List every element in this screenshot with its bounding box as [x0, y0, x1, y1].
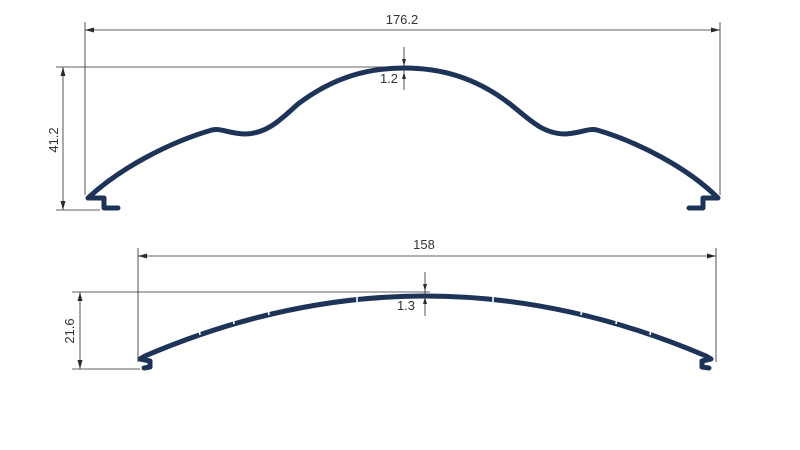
lower-height-arrow-top — [77, 292, 83, 301]
upper-width-arrow-left — [85, 27, 94, 33]
lower-profile-group: 158 21.6 1.3 — [62, 237, 717, 371]
upper-width-label: 176.2 — [386, 12, 419, 27]
lower-width-arrow-left — [138, 253, 147, 259]
upper-profile-shape — [85, 65, 721, 211]
upper-profile-group: 176.2 41.2 1.2 — [46, 12, 721, 211]
notch — [198, 328, 201, 336]
lower-profile-shape — [137, 293, 714, 371]
upper-height-label: 41.2 — [46, 127, 61, 152]
upper-width-arrow-right — [711, 27, 720, 33]
upper-thickness-arrow-bottom — [402, 72, 406, 79]
upper-thickness-arrow-top — [402, 59, 406, 66]
notch — [232, 317, 235, 325]
upper-height-arrow-top — [60, 67, 66, 76]
lower-width-label: 158 — [413, 237, 435, 252]
lower-height-label: 21.6 — [62, 318, 77, 343]
lower-width-arrow-right — [707, 253, 716, 259]
lower-height-arrow-bottom — [77, 360, 83, 369]
lower-profile-notches — [198, 296, 652, 336]
notch — [267, 308, 270, 316]
upper-thickness-label: 1.2 — [380, 71, 398, 86]
notch — [615, 317, 618, 325]
lower-thickness-label: 1.3 — [397, 298, 415, 313]
notch — [649, 328, 652, 336]
upper-height-arrow-bottom — [60, 201, 66, 210]
notch — [580, 308, 583, 316]
lower-thickness-arrow-top — [423, 284, 427, 291]
lower-thickness-arrow-bottom — [423, 297, 427, 304]
